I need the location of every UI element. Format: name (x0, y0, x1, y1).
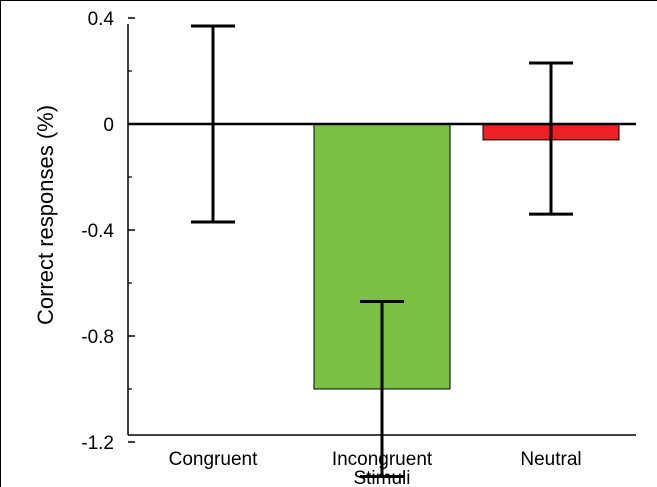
y-axis-label: Correct responses (%) (33, 105, 58, 325)
y-tick-label: -0.4 (81, 221, 114, 242)
x-tick-label: Neutral (520, 449, 581, 470)
y-tick-label: 0 (103, 115, 114, 136)
bars-layer (313, 123, 620, 390)
y-tick-label: -0.8 (81, 327, 114, 348)
x-axis-label: Stimuli (353, 468, 410, 487)
error-bars-layer (191, 24, 573, 478)
error-bar (191, 24, 235, 224)
y-tick-label: 0.4 (88, 9, 115, 30)
error-bar (360, 300, 404, 478)
x-tick-label: Congruent (169, 449, 258, 470)
error-bar (529, 61, 573, 216)
y-tick-label: -1.2 (81, 433, 114, 454)
